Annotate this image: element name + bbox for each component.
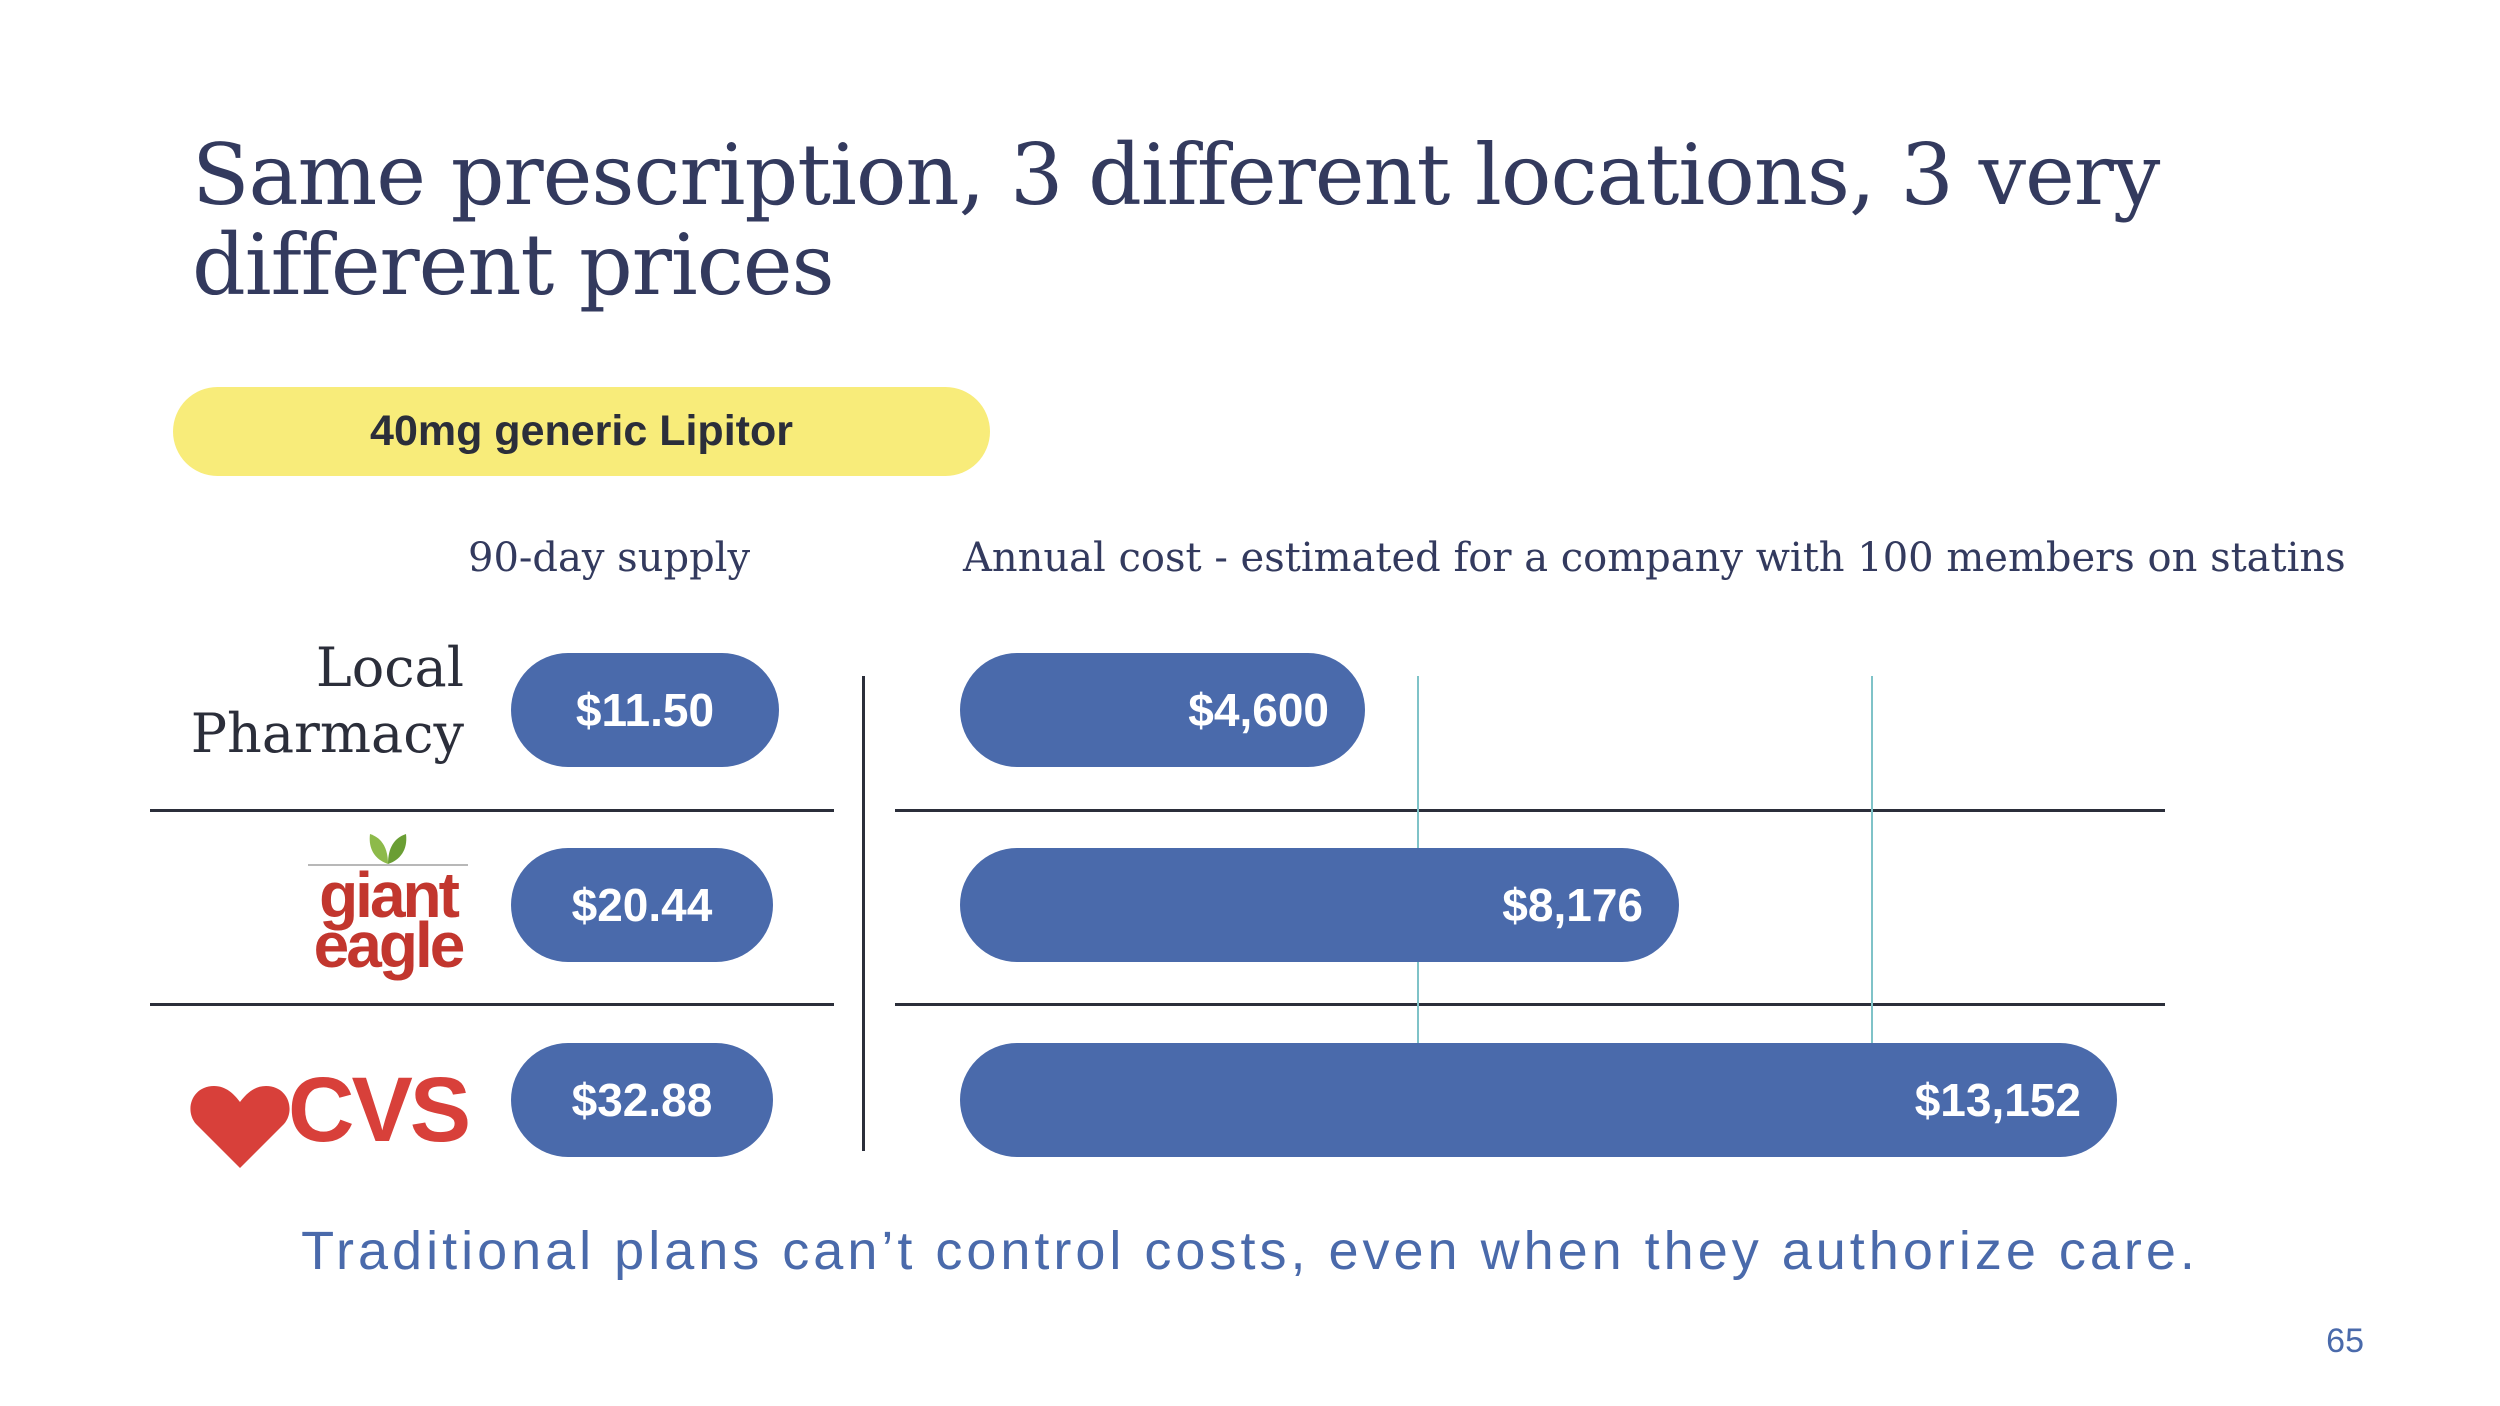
annual-bar-local-pharmacy: $4,600 — [960, 653, 1365, 767]
cvs-logo: CVS — [190, 1058, 490, 1168]
page-number: 65 — [2326, 1322, 2364, 1360]
slide-title: Same prescription, 3 different locations… — [192, 126, 2160, 314]
row-divider-left-2 — [150, 1003, 834, 1006]
giant-eagle-line1: giant — [319, 859, 460, 931]
supply-header: 90-day supply — [468, 535, 751, 581]
annual-bar-giant-eagle: $8,176 — [960, 848, 1679, 962]
row-label-local-pharmacy: Local Pharmacy — [190, 636, 464, 765]
leaf-icon — [369, 834, 407, 864]
footer-tagline: Traditional plans can’t control costs, e… — [301, 1221, 2199, 1281]
cvs-wordmark: CVS — [288, 1059, 471, 1161]
supply-bar-giant-eagle: $20.44 — [511, 848, 773, 962]
giant-eagle-line2: eagle — [313, 909, 466, 981]
row-divider-left-1 — [150, 809, 834, 812]
drug-label-pill: 40mg generic Lipitor — [173, 387, 990, 476]
row-divider-right-1 — [895, 809, 2165, 812]
heart-icon — [190, 1086, 290, 1168]
giant-eagle-logo: giant eagle — [300, 830, 476, 980]
row-divider-right-2 — [895, 1003, 2165, 1006]
gridline-2 — [1871, 676, 1873, 1044]
supply-bar-local-pharmacy: $11.50 — [511, 653, 779, 767]
annual-header: Annual cost - estimated for a company wi… — [963, 535, 2346, 581]
annual-bar-cvs: $13,152 — [960, 1043, 2117, 1157]
supply-bar-cvs: $32.88 — [511, 1043, 773, 1157]
section-divider — [862, 676, 865, 1151]
